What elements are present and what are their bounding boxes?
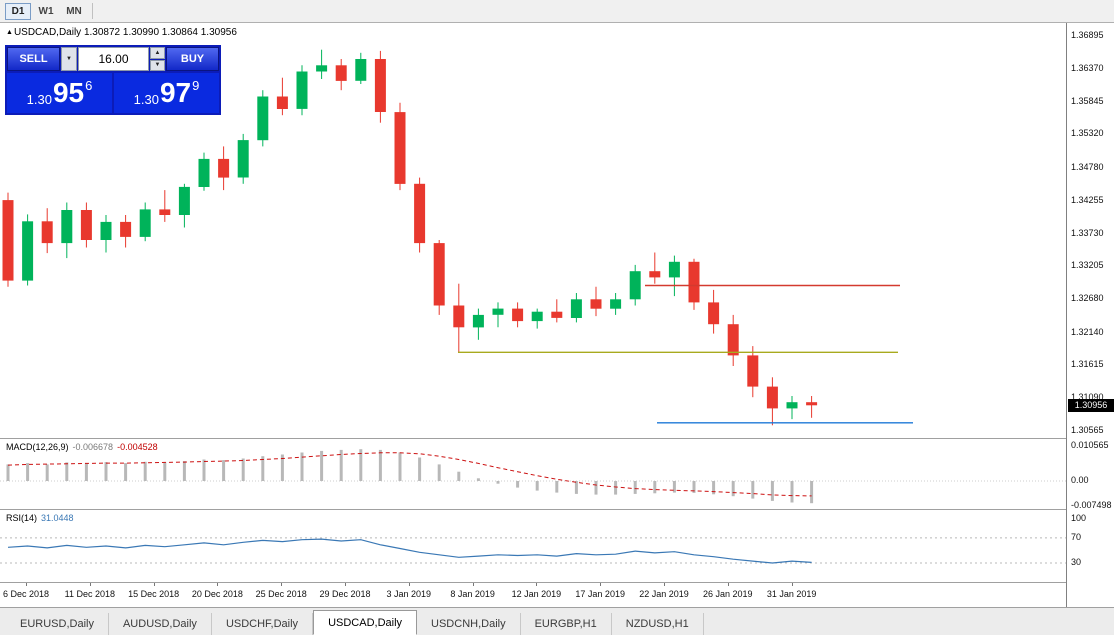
axis-label: 1.33205 [1071, 260, 1104, 271]
chart-ohlc: 1.30872 1.30990 1.30864 1.30956 [83, 27, 237, 38]
date-label: 6 Dec 2018 [2, 589, 50, 599]
current-price-badge: 1.30956 [1068, 398, 1114, 412]
timeframe-buttons: D1 W1 MN [5, 2, 87, 20]
sell-button[interactable]: SELL [7, 47, 60, 71]
time-tick [345, 583, 346, 586]
timeframe-button-d1[interactable]: D1 [5, 2, 31, 20]
axis-label: 1.34780 [1071, 161, 1104, 172]
time-tick [281, 583, 283, 586]
time-tick [26, 583, 27, 586]
volume-dropdown-button[interactable]: ▼ [61, 47, 77, 71]
time-tick [472, 583, 474, 586]
axis-label: 0.00 [1071, 475, 1089, 485]
sell-price-point: 6 [85, 77, 93, 93]
axis-label: -0.007498 [1071, 499, 1112, 510]
time-axis[interactable]: 6 Dec 2018 11 Dec 2018 15 Dec 2018 20 Dec 2… [0, 582, 1066, 607]
time-tick [536, 583, 538, 586]
chart-tab-eurusd-daily[interactable]: EURUSD,Daily [6, 613, 109, 635]
date-label: 29 Dec 2018 [319, 589, 371, 599]
axis-label: 1.36895 [1071, 30, 1104, 40]
rsi-label: RSI(14) 31.0448 [6, 513, 74, 523]
chart-symbol: USDCAD,Daily [13, 27, 82, 38]
chart-tab-usdchf-daily[interactable]: USDCHF,Daily [212, 613, 314, 635]
time-tick [727, 583, 729, 586]
axis-label: 1.36370 [1071, 62, 1104, 73]
chart-tab-eurgbp-h1[interactable]: EURGBP,H1 [521, 613, 612, 635]
volume-stepper: ▲ ▼ [150, 47, 165, 71]
date-label: 20 Dec 2018 [191, 589, 243, 599]
buy-price-point: 9 [192, 77, 200, 93]
axis-label: 1.34255 [1071, 194, 1104, 205]
timeframe-button-mn[interactable]: MN [66, 5, 82, 17]
toolbar-separator [92, 3, 93, 19]
date-label: 11 Dec 2018 [64, 589, 115, 599]
date-label: 8 Jan 2019 [450, 589, 495, 599]
trade-controls-row: SELL ▼ ▲ ▼ BUY [7, 47, 219, 71]
rsi-pane: RSI(14) 31.0448 [0, 509, 1066, 581]
date-label: 22 Jan 2019 [639, 589, 689, 599]
macd-label: MACD(12,26,9) -0.006678 -0.004528 [6, 442, 158, 452]
macd-name: MACD(12,26,9) [6, 442, 69, 452]
date-label: 25 Dec 2018 [255, 589, 307, 599]
axis-label: 1.31615 [1071, 359, 1104, 370]
date-label: 26 Jan 2019 [703, 589, 753, 599]
macd-pane: MACD(12,26,9) -0.006678 -0.004528 [0, 438, 1066, 508]
buy-price-display[interactable]: 1.30 97 9 [114, 73, 219, 113]
macd-value-signal: -0.004528 [117, 442, 158, 452]
time-tick [791, 583, 793, 586]
chart-tab-bar: EURUSD,Daily AUDUSD,Daily USDCHF,Daily USDC… [0, 607, 1114, 635]
up-arrow-icon: ▲ [6, 29, 13, 36]
date-label: 17 Jan 2019 [575, 589, 625, 599]
axis-label: 1.30565 [1071, 425, 1104, 435]
trade-prices-row: 1.30 95 6 1.30 97 9 [7, 73, 219, 113]
buy-price-prefix: 1.30 [133, 91, 159, 107]
date-label: 15 Dec 2018 [128, 589, 180, 599]
volume-up-button[interactable]: ▲ [150, 47, 165, 59]
time-tick [600, 583, 602, 586]
axis-label: 100 [1071, 513, 1087, 523]
axis-label: 0.010565 [1071, 439, 1109, 450]
rsi-chart-canvas[interactable] [0, 510, 1066, 581]
sell-price-display[interactable]: 1.30 95 6 [7, 73, 112, 113]
axis-label: 1.31090 [1071, 392, 1104, 403]
sell-price-pips: 95 [52, 77, 85, 108]
axis-label: 1.35845 [1071, 95, 1104, 106]
date-label: 12 Jan 2019 [511, 589, 562, 599]
axis-label: 1.33730 [1071, 227, 1104, 238]
volume-input[interactable] [78, 47, 149, 71]
time-tick [217, 583, 219, 586]
chevron-down-icon: ▼ [66, 56, 72, 62]
macd-chart-canvas[interactable] [0, 439, 1066, 508]
time-tick [153, 583, 155, 586]
price-chart-canvas[interactable] [0, 23, 1066, 437]
time-tick [89, 583, 91, 586]
one-click-trading-panel: SELL ▼ ▲ ▼ BUY 1.30 95 6 1.30 97 9 [5, 45, 221, 115]
axis-label: 1.32680 [1071, 293, 1104, 304]
rsi-name: RSI(14) [6, 513, 38, 523]
chart-tab-usdcnh-daily[interactable]: USDCNH,Daily [417, 613, 521, 635]
axis-label: 30 [1071, 557, 1082, 567]
date-label: 31 Jan 2019 [766, 589, 817, 599]
price-pane: ▲USDCAD,Daily 1.30872 1.30990 1.30864 1.… [0, 23, 1066, 437]
axis-label: 1.35320 [1071, 128, 1104, 139]
axis-label: 1.32140 [1071, 326, 1104, 337]
chart-tab-audusd-daily[interactable]: AUDUSD,Daily [109, 613, 212, 635]
buy-button[interactable]: BUY [166, 47, 219, 71]
chart-title: ▲USDCAD,Daily 1.30872 1.30990 1.30864 1.… [6, 27, 237, 38]
price-axis[interactable]: 1.30956 1.36895 1.36370 1.35845 1.35320 1.34… [1066, 23, 1114, 607]
time-tick [408, 583, 410, 586]
macd-value-main: -0.006678 [72, 442, 114, 452]
rsi-value: 31.0448 [41, 513, 74, 523]
buy-price-pips: 97 [159, 77, 192, 108]
time-tick [664, 583, 665, 586]
chart-tab-usdcad-daily[interactable]: USDCAD,Daily [313, 610, 418, 635]
volume-down-button[interactable]: ▼ [150, 59, 165, 71]
sell-price-prefix: 1.30 [26, 91, 52, 107]
chart-tab-nzdusd-h1[interactable]: NZDUSD,H1 [612, 613, 704, 635]
timeframe-toolbar: D1 W1 MN [0, 0, 1114, 23]
date-label: 3 Jan 2019 [386, 589, 432, 599]
axis-label: 70 [1071, 531, 1082, 542]
timeframe-button-w1[interactable]: W1 [38, 5, 54, 17]
